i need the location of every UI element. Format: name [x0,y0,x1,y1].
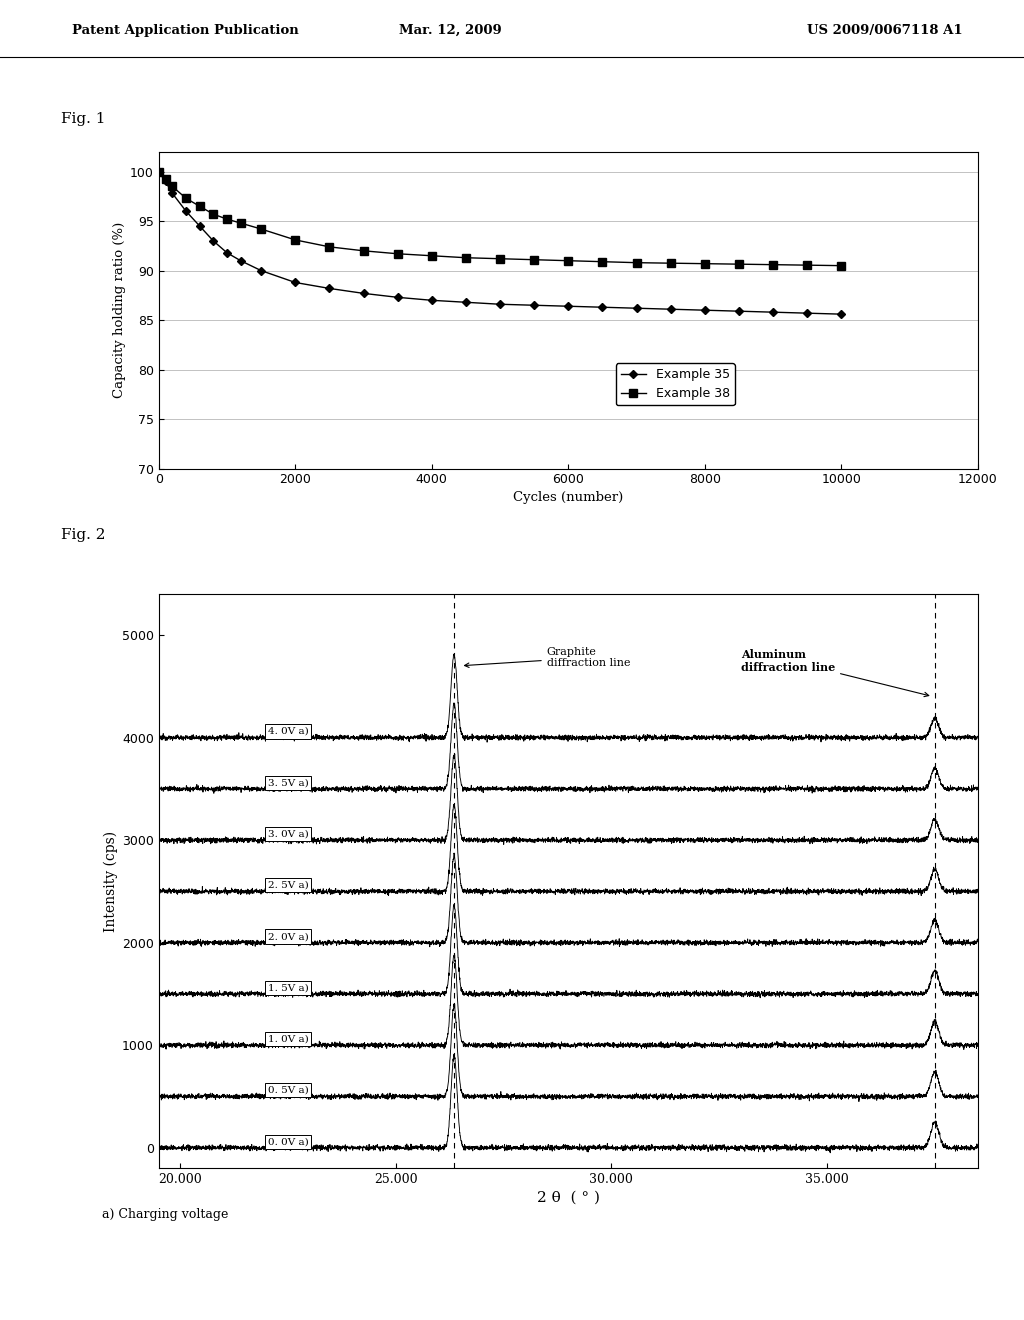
Example 35 [166,186,178,202]
Text: Fig. 2: Fig. 2 [61,528,105,541]
Example 35 [733,304,745,319]
Example 35 [207,234,219,249]
Example 35 [767,304,779,319]
Example 35 [631,300,643,315]
Y-axis label: Capacity holding ratio (%): Capacity holding ratio (%) [113,222,126,399]
Example 38 [460,249,472,265]
Example 35 [153,164,165,180]
Example 38 [194,198,206,214]
Text: 3. 5V a): 3. 5V a) [267,779,308,787]
Example 38 [494,251,506,267]
Example 35 [180,203,193,219]
Example 35 [194,218,206,234]
Line: Example 35: Example 35 [156,169,845,317]
Example 38 [596,253,608,269]
Example 35 [289,275,301,290]
X-axis label: Cycles (number): Cycles (number) [513,491,624,504]
Example 35 [324,281,336,297]
Text: 2. 5V a): 2. 5V a) [267,880,308,890]
Example 38 [357,243,370,259]
Example 35 [221,246,233,261]
Example 38 [562,252,574,268]
Example 35 [596,300,608,315]
X-axis label: 2 θ  ( ° ): 2 θ ( ° ) [537,1191,600,1204]
Text: 2. 0V a): 2. 0V a) [267,932,308,941]
Example 35 [357,285,370,301]
Example 35 [665,301,677,317]
Text: Aluminum
diffraction line: Aluminum diffraction line [740,648,929,697]
Example 38 [767,256,779,272]
Example 38 [836,257,848,273]
Example 38 [391,246,403,261]
Example 35 [460,294,472,310]
Text: Mar. 12, 2009: Mar. 12, 2009 [399,24,502,37]
Text: 0. 0V a): 0. 0V a) [267,1137,308,1146]
Text: 0. 5V a): 0. 5V a) [267,1086,308,1094]
Example 38 [528,252,541,268]
Example 35 [528,297,541,313]
Example 38 [153,164,165,180]
Example 35 [391,289,403,305]
Example 38 [426,248,438,264]
Text: US 2009/0067118 A1: US 2009/0067118 A1 [807,24,963,37]
Example 38 [221,211,233,227]
Example 38 [733,256,745,272]
Example 38 [665,255,677,271]
Example 38 [234,215,247,231]
Y-axis label: Intensity (cps): Intensity (cps) [103,830,118,932]
Example 38 [180,190,193,206]
Text: a) Charging voltage: a) Charging voltage [102,1208,228,1221]
Text: Graphite
diffraction line: Graphite diffraction line [465,647,630,668]
Example 35 [234,252,247,268]
Text: 4. 0V a): 4. 0V a) [267,727,308,737]
Line: Example 38: Example 38 [155,168,845,269]
Example 38 [166,178,178,194]
Text: 1. 5V a): 1. 5V a) [267,983,308,993]
Example 38 [289,232,301,248]
Example 35 [698,302,711,318]
Legend: Example 35, Example 38: Example 35, Example 38 [615,363,734,405]
Example 38 [631,255,643,271]
Example 38 [324,239,336,255]
Example 38 [255,220,267,238]
Example 35 [562,298,574,314]
Example 38 [801,257,813,273]
Text: Patent Application Publication: Patent Application Publication [72,24,298,37]
Example 35 [801,305,813,321]
Example 35 [160,173,172,189]
Example 35 [255,263,267,279]
Example 38 [207,206,219,222]
Text: 1. 0V a): 1. 0V a) [267,1035,308,1044]
Example 35 [494,297,506,313]
Example 38 [160,170,172,186]
Example 35 [426,292,438,308]
Example 35 [836,306,848,322]
Example 38 [698,256,711,272]
Text: 3. 0V a): 3. 0V a) [267,829,308,838]
Text: Fig. 1: Fig. 1 [61,112,105,125]
